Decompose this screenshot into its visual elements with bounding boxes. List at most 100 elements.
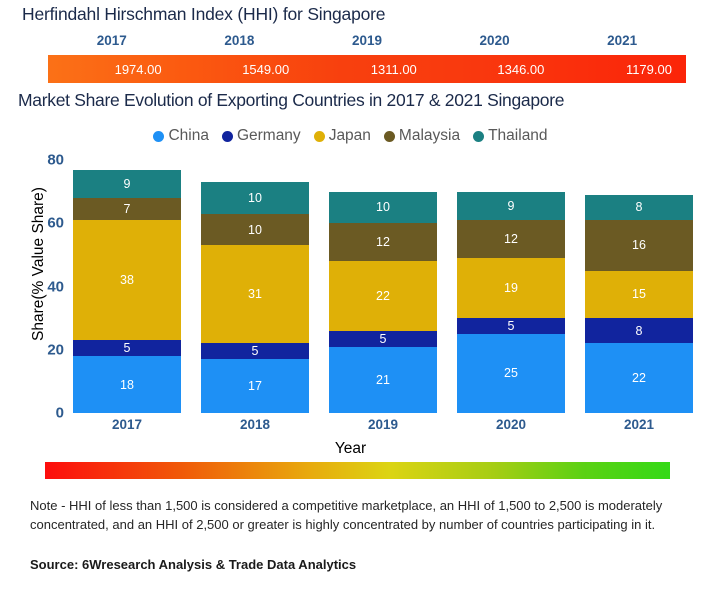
- x-axis-tick-label: 2019: [367, 417, 399, 432]
- bar-segment-thailand[interactable]: 9: [457, 191, 565, 221]
- bar-segment-value: 22: [632, 371, 646, 386]
- bar-segment-japan[interactable]: 31: [201, 245, 309, 344]
- legend-item-china[interactable]: China: [153, 127, 209, 145]
- bar-segment-germany[interactable]: 5: [329, 330, 437, 347]
- chart-plot-area: Share(% Value Share) 0 20 40 60 80 9 7 38 5 18 10…: [0, 151, 701, 457]
- x-axis-tick-labels: 2017 2018 2019 2020 2021: [73, 417, 693, 432]
- legend-label: China: [168, 127, 209, 144]
- hhi-year-label: 2021: [607, 33, 638, 48]
- legend-item-japan[interactable]: Japan: [313, 127, 371, 145]
- bar-segment-value: 5: [507, 319, 515, 334]
- bar-segment-germany[interactable]: 5: [201, 343, 309, 360]
- bar-segment-thailand[interactable]: 10: [201, 182, 309, 214]
- bar-segment-value: 8: [635, 200, 643, 215]
- bar-segment-value: 19: [504, 281, 518, 296]
- bar-segment-value: 12: [376, 235, 390, 250]
- hhi-value: 1311.00: [370, 61, 417, 77]
- legend-item-germany[interactable]: Germany: [221, 127, 301, 145]
- legend-label: Japan: [328, 127, 371, 144]
- bar-segment-value: 17: [248, 379, 262, 394]
- y-axis-tick-label: 20: [47, 341, 64, 359]
- y-axis-tick-label: 40: [47, 278, 64, 295]
- hhi-year-label: 2020: [479, 33, 510, 48]
- bar-segment-germany[interactable]: 5: [457, 318, 565, 334]
- bar-segment-value: 8: [635, 323, 643, 338]
- bar-column-2018: 10 10 31 5 17: [201, 160, 309, 413]
- x-axis-tick-label: 2017: [111, 417, 143, 432]
- legend-swatch-icon: [383, 130, 395, 142]
- bar-segment-value: 5: [123, 341, 131, 356]
- hhi-year-label: 2019: [351, 33, 382, 48]
- hhi-year-label: 2017: [96, 33, 127, 48]
- bar-column-2020: 9 12 19 5 25: [457, 160, 565, 413]
- bar-segment-malaysia[interactable]: 12: [457, 220, 565, 259]
- bar-segment-value: 10: [376, 200, 390, 215]
- bar-segment-china[interactable]: 18: [73, 356, 181, 413]
- bar-column-2021: 8 16 15 8 22: [585, 160, 693, 413]
- bar-segment-germany[interactable]: 5: [73, 340, 181, 357]
- bar-segment-value: 10: [248, 190, 262, 205]
- bar-segment-china[interactable]: 17: [201, 359, 309, 413]
- bar-segment-thailand[interactable]: 9: [73, 169, 181, 198]
- hhi-value: 1346.00: [497, 61, 545, 77]
- hhi-value: 1549.00: [242, 61, 290, 77]
- legend-label: Malaysia: [398, 127, 461, 144]
- x-axis-title: Year: [334, 440, 367, 457]
- bar-segment-value: 15: [632, 287, 646, 302]
- bar-segment-value: 5: [251, 344, 259, 359]
- hhi-value-row: 1974.00 1549.00 1311.00 1346.00 1179.00: [48, 55, 686, 83]
- bar-segment-malaysia[interactable]: 16: [585, 220, 693, 271]
- y-axis-tick-label: 0: [55, 404, 64, 422]
- legend-swatch-icon: [473, 130, 485, 142]
- bar-column-2017: 9 7 38 5 18: [73, 160, 181, 413]
- bar-segment-value: 38: [120, 273, 134, 288]
- legend-label: Germany: [236, 127, 301, 144]
- bar-segment-value: 10: [248, 222, 262, 237]
- x-axis-tick-label: 2021: [623, 417, 655, 432]
- bar-segment-value: 16: [632, 238, 646, 253]
- x-axis-tick-label: 2018: [239, 417, 271, 432]
- bar-segment-value: 21: [376, 372, 390, 387]
- bar-segment-japan[interactable]: 22: [329, 261, 437, 331]
- concentration-gradient-strip: [45, 462, 670, 479]
- hhi-year-label: 2018: [224, 33, 255, 48]
- bar-segment-malaysia[interactable]: 10: [201, 213, 309, 246]
- bar-column-2019: 10 12 22 5 21: [329, 160, 437, 413]
- bar-segment-malaysia[interactable]: 7: [73, 197, 181, 221]
- source-text: Source: 6Wresearch Analysis & Trade Data…: [30, 557, 357, 572]
- bar-segment-china[interactable]: 22: [585, 343, 693, 413]
- legend-swatch-icon: [313, 130, 325, 142]
- bar-segment-value: 9: [123, 176, 131, 191]
- legend-item-malaysia[interactable]: Malaysia: [383, 127, 461, 145]
- bar-segment-germany[interactable]: 8: [585, 318, 693, 344]
- bar-segment-value: 9: [507, 198, 515, 213]
- hhi-value: 1974.00: [114, 61, 162, 77]
- bar-segment-japan[interactable]: 38: [73, 220, 181, 341]
- x-axis-tick-label: 2020: [495, 417, 527, 432]
- chart-legend: China Germany Japan Malaysia Thailand: [0, 127, 701, 145]
- bar-segment-china[interactable]: 21: [329, 346, 437, 413]
- y-axis-tick-label: 80: [47, 151, 64, 169]
- legend-label: Thailand: [488, 127, 548, 144]
- legend-swatch-icon: [153, 130, 165, 142]
- bar-segment-malaysia[interactable]: 12: [329, 223, 437, 262]
- bar-segment-value: 25: [504, 366, 518, 381]
- chart-title: Market Share Evolution of Exporting Coun…: [18, 90, 565, 110]
- bar-segment-china[interactable]: 25: [457, 333, 565, 413]
- bar-segment-japan[interactable]: 19: [457, 258, 565, 319]
- bar-segment-value: 7: [123, 202, 131, 217]
- bar-segment-value: 12: [504, 232, 518, 247]
- bar-segment-thailand[interactable]: 8: [585, 194, 693, 221]
- legend-item-thailand[interactable]: Thailand: [473, 127, 548, 145]
- bar-segment-japan[interactable]: 15: [585, 270, 693, 319]
- bar-segment-value: 22: [376, 289, 390, 303]
- y-axis-tick-label: 60: [47, 214, 64, 232]
- hhi-title: Herfindahl Hirschman Index (HHI) for Sin…: [22, 4, 386, 24]
- legend-swatch-icon: [221, 130, 233, 142]
- hhi-value: 1179.00: [625, 61, 672, 77]
- bar-segment-thailand[interactable]: 10: [329, 191, 437, 224]
- hhi-year-header-row: 2017 2018 2019 2020 2021: [48, 33, 686, 48]
- bar-segment-value: 31: [248, 287, 262, 302]
- stacked-bars: 9 7 38 5 18 10 10 31 5 17 10 12 22 5 21 9 12 19 5 25 8 16 15 8 2…: [73, 160, 693, 413]
- footnote-text: Note - HHI of less than 1,500 is conside…: [30, 498, 663, 532]
